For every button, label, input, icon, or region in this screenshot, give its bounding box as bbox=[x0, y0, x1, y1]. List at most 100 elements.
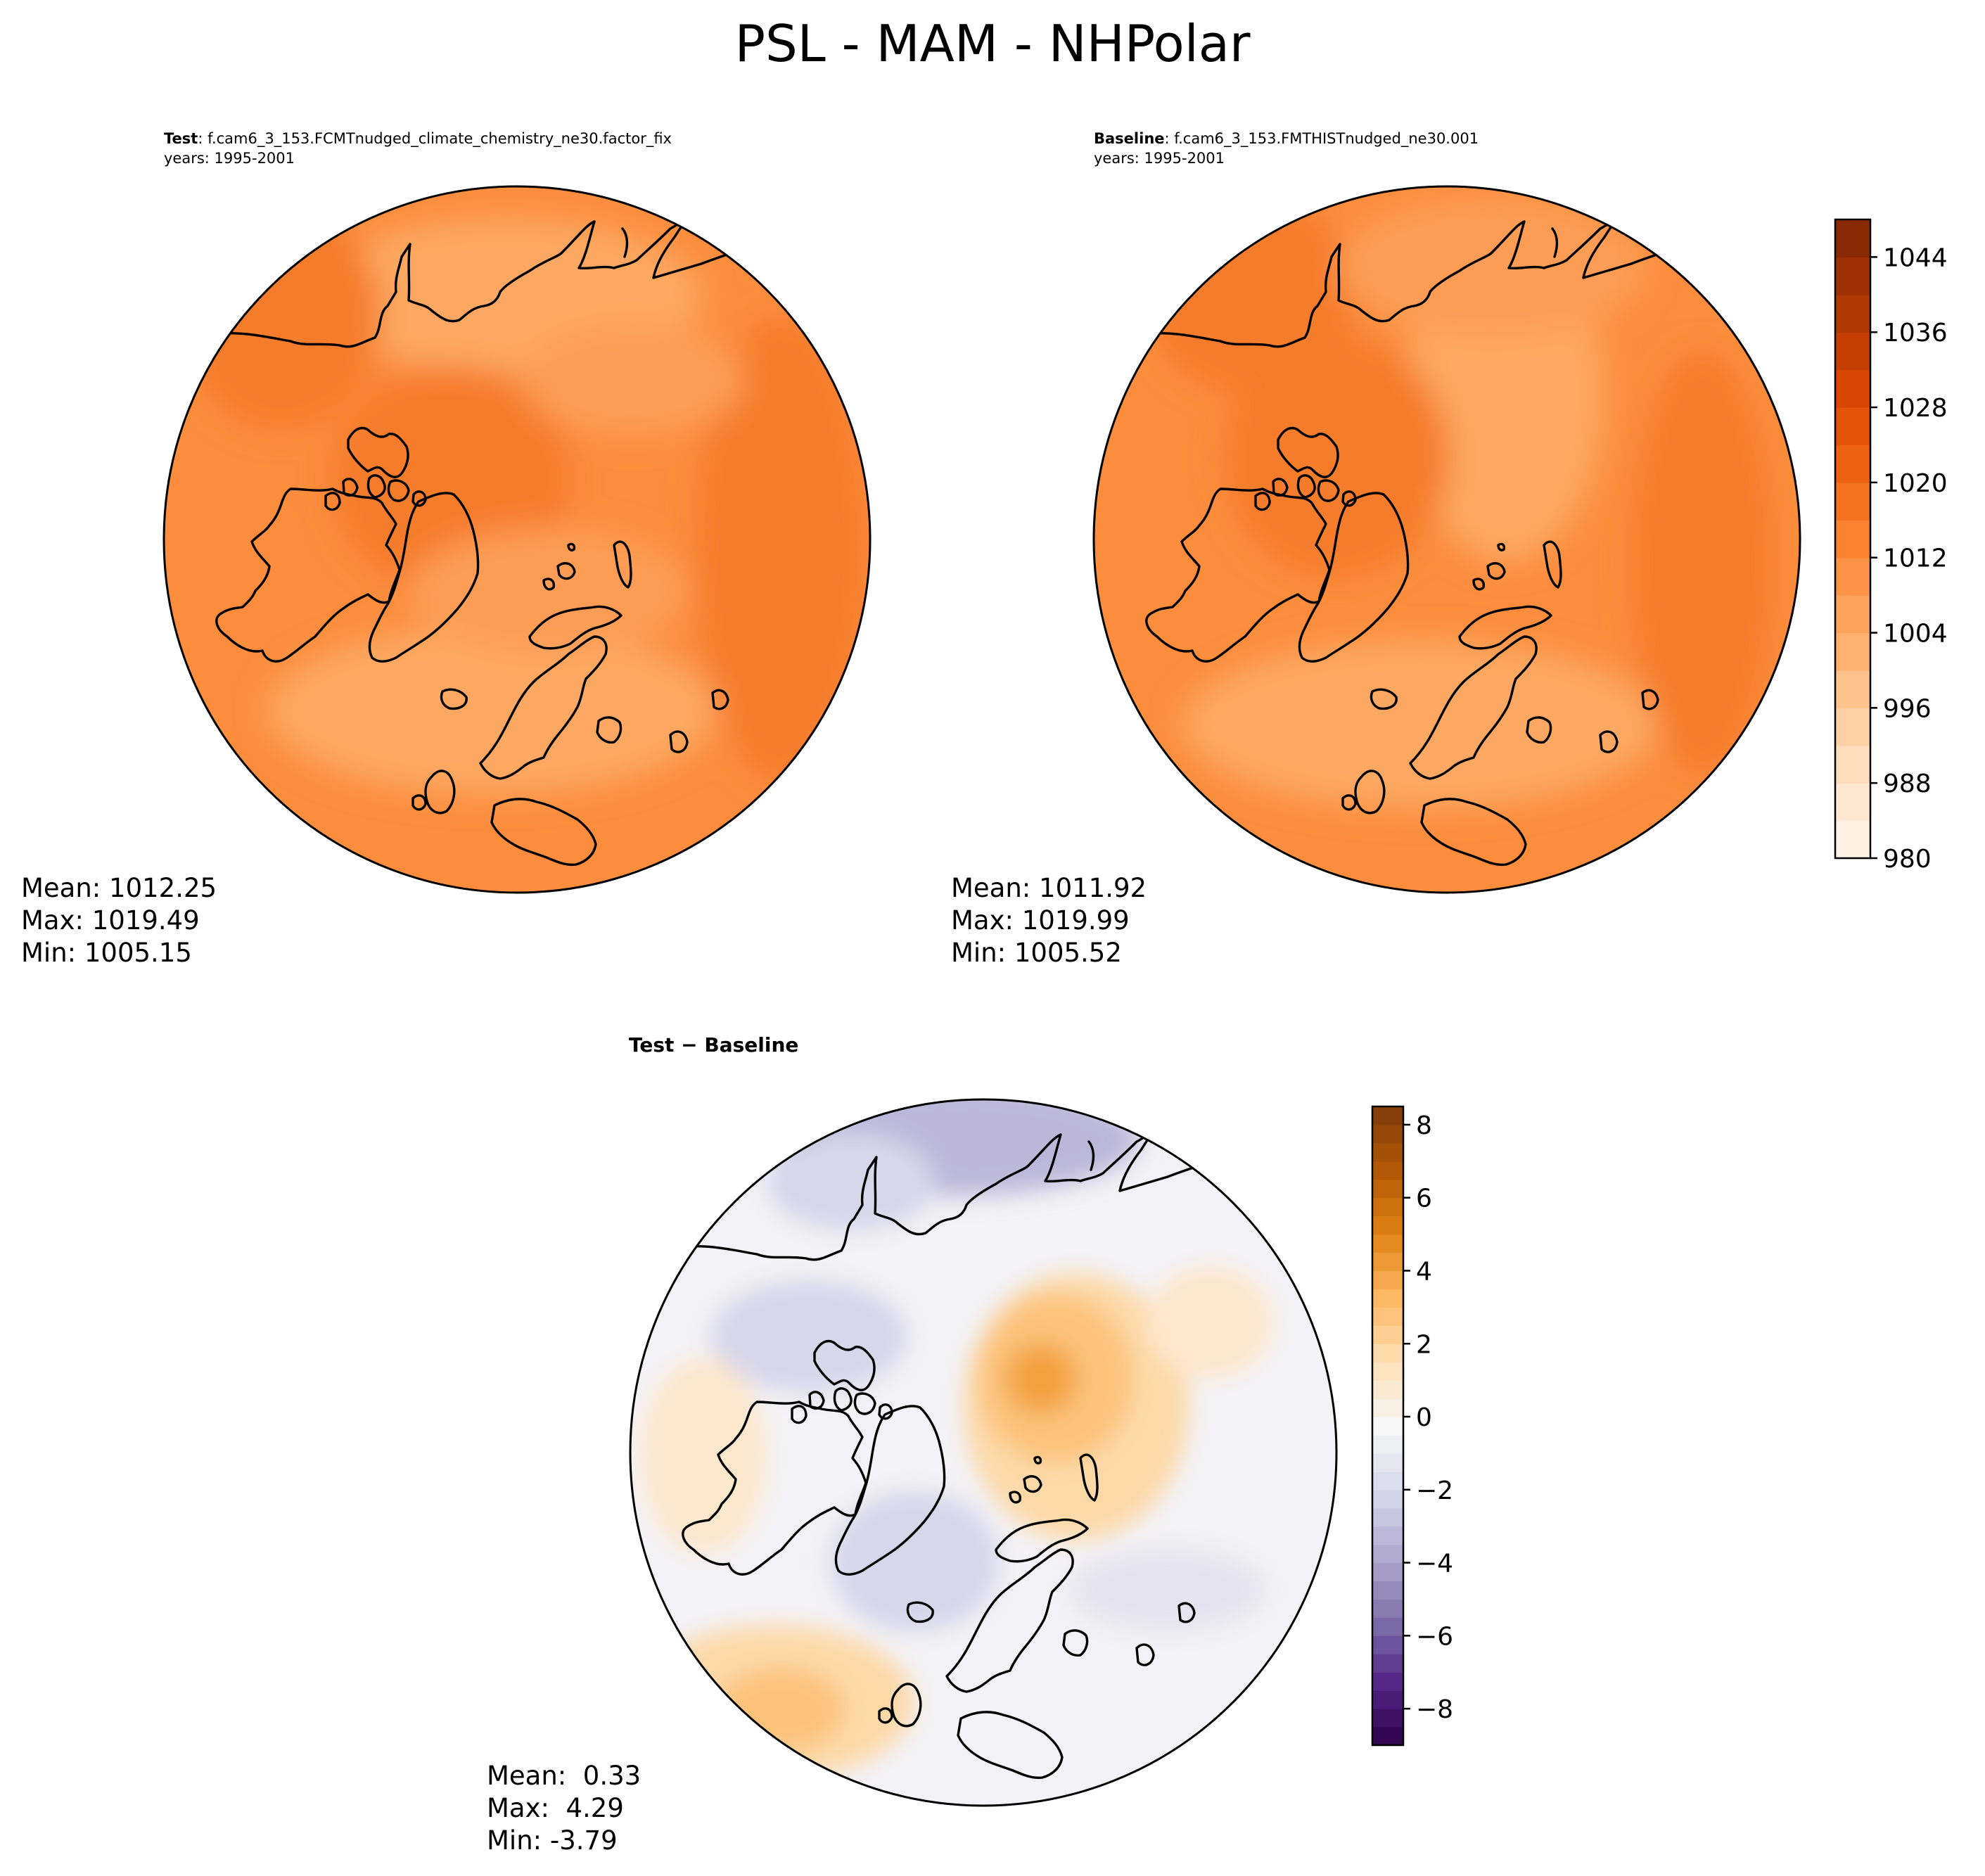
difference-colorbar-tick-label: 0 bbox=[1416, 1403, 1432, 1432]
absolute-colorbar-band bbox=[1835, 745, 1870, 784]
absolute-colorbar-tick-label: 996 bbox=[1883, 694, 1932, 723]
difference-colorbar-band bbox=[1372, 1507, 1403, 1527]
difference-colorbar-band bbox=[1372, 1654, 1403, 1673]
difference-map-boundary bbox=[629, 1098, 1338, 1807]
difference-colorbar-band bbox=[1372, 1526, 1403, 1545]
difference-colorbar-band bbox=[1372, 1362, 1403, 1381]
absolute-colorbar: 980 988 996 1004 1012 1020 1028 1036 1044 bbox=[1834, 218, 1948, 874]
difference-min: Min: -3.79 bbox=[487, 1825, 618, 1856]
difference-colorbar-band bbox=[1372, 1325, 1403, 1344]
difference-colorbar-band bbox=[1372, 1434, 1403, 1454]
absolute-colorbar-tick-label: 1028 bbox=[1883, 394, 1948, 423]
difference-colorbar-band bbox=[1372, 1417, 1403, 1436]
absolute-colorbar-frame bbox=[1834, 218, 1872, 860]
baseline-label: Baseline bbox=[1094, 130, 1165, 147]
difference-colorbar-band bbox=[1372, 1197, 1403, 1217]
absolute-colorbar-band bbox=[1835, 670, 1870, 708]
difference-colorbar-band bbox=[1372, 1672, 1403, 1691]
absolute-colorbar-tick-label: 1036 bbox=[1883, 319, 1948, 347]
absolute-colorbar-tick-label: 988 bbox=[1883, 770, 1932, 798]
absolute-colorbar-band bbox=[1835, 332, 1870, 371]
test-min: Min: 1005.15 bbox=[21, 938, 192, 968]
difference-colorbar-band bbox=[1372, 1617, 1403, 1636]
test-label: Test bbox=[164, 130, 198, 147]
test-max: Max: 1019.49 bbox=[21, 905, 200, 936]
difference-colorbar-tick-label: −4 bbox=[1416, 1550, 1453, 1578]
test-years: years: 1995-2001 bbox=[164, 150, 295, 167]
absolute-colorbar-tick-label: 1004 bbox=[1883, 620, 1948, 649]
baseline-case-name: : f.cam6_3_153.FMTHISTnudged_ne30.001 bbox=[1164, 130, 1479, 147]
difference-colorbar-tick-label: −8 bbox=[1416, 1695, 1453, 1724]
test-panel-title: Test: f.cam6_3_153.FCMTnudged_climate_ch… bbox=[164, 129, 672, 168]
difference-colorbar-band bbox=[1372, 1344, 1403, 1363]
absolute-colorbar-band bbox=[1835, 445, 1870, 483]
test-case-name: : f.cam6_3_153.FCMTnudged_climate_chemis… bbox=[198, 130, 672, 147]
absolute-colorbar-band bbox=[1835, 595, 1870, 634]
difference-colorbar-band bbox=[1372, 1635, 1403, 1654]
baseline-stats: Mean: 1011.92 Max: 1019.99 Min: 1005.52 bbox=[951, 872, 1147, 969]
absolute-colorbar-tick-label: 1012 bbox=[1883, 544, 1948, 573]
baseline-map-boundary bbox=[1092, 185, 1801, 894]
difference-colorbar-band bbox=[1372, 1124, 1403, 1144]
test-map-boundary bbox=[162, 185, 872, 894]
absolute-colorbar-band bbox=[1835, 557, 1870, 596]
difference-mean: Mean: 0.33 bbox=[487, 1761, 642, 1791]
difference-panel-title: Test − Baseline bbox=[629, 1033, 799, 1057]
difference-colorbar-band bbox=[1372, 1581, 1403, 1600]
difference-colorbar-band bbox=[1372, 1161, 1403, 1180]
difference-colorbar-band bbox=[1372, 1215, 1403, 1235]
difference-colorbar-band bbox=[1372, 1727, 1403, 1746]
difference-colorbar-tick-label: 6 bbox=[1416, 1185, 1432, 1213]
difference-colorbar-band bbox=[1372, 1252, 1403, 1272]
difference-colorbar-band bbox=[1372, 1453, 1403, 1472]
absolute-colorbar-band bbox=[1835, 820, 1870, 859]
difference-map bbox=[630, 1099, 1336, 1806]
difference-colorbar-band bbox=[1372, 1471, 1403, 1491]
difference-colorbar-band bbox=[1372, 1398, 1403, 1417]
difference-colorbar-band bbox=[1372, 1489, 1403, 1509]
absolute-colorbar-tick-label: 980 bbox=[1883, 845, 1932, 874]
difference-colorbar-band bbox=[1372, 1289, 1403, 1308]
absolute-colorbar-band bbox=[1835, 369, 1870, 408]
difference-colorbar-tick-label: −2 bbox=[1416, 1476, 1453, 1505]
baseline-panel-title: Baseline: f.cam6_3_153.FMTHISTnudged_ne3… bbox=[1094, 129, 1479, 168]
difference-colorbar-band bbox=[1372, 1142, 1403, 1162]
absolute-colorbar-band bbox=[1835, 783, 1870, 822]
baseline-max: Max: 1019.99 bbox=[951, 905, 1130, 936]
baseline-map bbox=[1094, 186, 1800, 893]
absolute-colorbar-tick-label: 1044 bbox=[1883, 243, 1948, 272]
baseline-min: Min: 1005.52 bbox=[951, 938, 1122, 968]
difference-colorbar-band bbox=[1372, 1599, 1403, 1618]
difference-colorbar-band bbox=[1372, 1270, 1403, 1290]
difference-stats: Mean: 0.33 Max: 4.29 Min: -3.79 bbox=[487, 1760, 641, 1857]
difference-colorbar-band bbox=[1372, 1234, 1403, 1253]
test-map bbox=[164, 186, 870, 893]
absolute-colorbar-band bbox=[1835, 219, 1870, 258]
difference-max: Max: 4.29 bbox=[487, 1793, 624, 1823]
difference-colorbar-band bbox=[1372, 1179, 1403, 1199]
figure-title: PSL - MAM - NHPolar bbox=[734, 14, 1251, 73]
baseline-mean: Mean: 1011.92 bbox=[951, 873, 1147, 903]
absolute-colorbar-band bbox=[1835, 294, 1870, 333]
difference-colorbar-tick-label: 4 bbox=[1416, 1257, 1432, 1286]
difference-colorbar: −8 −6 −4 −2 0 2 4 6 8 bbox=[1371, 1105, 1453, 1747]
absolute-colorbar-band bbox=[1835, 708, 1870, 746]
absolute-colorbar-band bbox=[1835, 632, 1870, 671]
absolute-colorbar-band bbox=[1835, 482, 1870, 521]
difference-colorbar-tick-label: 8 bbox=[1416, 1111, 1432, 1140]
test-stats: Mean: 1012.25 Max: 1019.49 Min: 1005.15 bbox=[21, 872, 217, 969]
difference-colorbar-tick-label: 2 bbox=[1416, 1330, 1432, 1359]
baseline-years: years: 1995-2001 bbox=[1094, 150, 1225, 167]
difference-colorbar-band bbox=[1372, 1690, 1403, 1709]
difference-colorbar-tick-label: −6 bbox=[1416, 1622, 1453, 1651]
difference-colorbar-band bbox=[1372, 1106, 1403, 1125]
test-mean: Mean: 1012.25 bbox=[21, 873, 217, 903]
absolute-colorbar-band bbox=[1835, 520, 1870, 559]
difference-colorbar-band bbox=[1372, 1562, 1403, 1582]
difference-colorbar-band bbox=[1372, 1380, 1403, 1399]
difference-colorbar-band bbox=[1372, 1307, 1403, 1326]
difference-colorbar-band bbox=[1372, 1544, 1403, 1564]
absolute-colorbar-band bbox=[1835, 407, 1870, 446]
absolute-colorbar-band bbox=[1835, 257, 1870, 295]
